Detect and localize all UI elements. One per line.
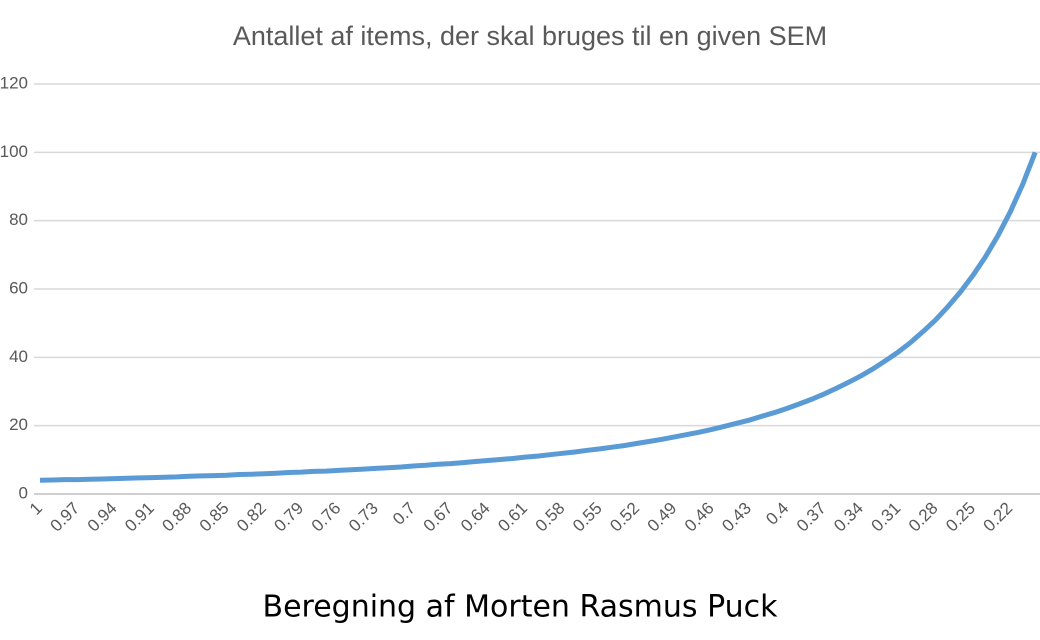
x-tick-label: 0.64 [457,499,494,536]
x-tick-label: 0.61 [494,499,531,536]
x-tick-label: 0.67 [420,499,457,536]
x-tick-label: 0.85 [196,499,233,536]
x-tick-label: 0.49 [644,499,681,536]
x-tick-label: 0.46 [681,499,718,536]
chart-title: Antallet af items, der skal bruges til e… [233,21,827,51]
x-tick-label: 0.22 [979,499,1016,536]
y-tick-label: 120 [0,73,28,92]
y-tick-label: 40 [9,347,28,366]
x-tick-label: 0.34 [830,499,867,536]
x-tick-label: 0.43 [718,499,755,536]
x-tick-label: 0.31 [868,499,905,536]
x-tick-label: 0.82 [233,499,270,536]
x-tick-label: 0.76 [308,499,345,536]
y-tick-label: 100 [0,142,28,161]
y-tick-label: 20 [9,415,28,434]
x-tick-label: 0.88 [158,499,195,536]
x-tick-label: 0.58 [532,499,569,536]
x-tick-label: 0.4 [762,499,792,529]
x-tick-label: 0.97 [46,499,83,536]
x-tick-label: 0.91 [121,499,158,536]
x-tick-label: 0.73 [345,499,382,536]
x-tick-label: 1 [26,499,46,519]
y-tick-label: 80 [9,210,28,229]
x-tick-label: 0.25 [942,499,979,536]
x-tick-label: 0.94 [84,499,121,536]
x-tick-label: 0.79 [270,499,307,536]
x-tick-label: 0.7 [389,499,419,529]
caption: Beregning af Morten Rasmus Puck [262,590,778,625]
y-tick-label: 0 [19,483,28,502]
x-tick-label: 0.28 [905,499,942,536]
x-tick-label: 0.37 [793,499,830,536]
line [39,151,1038,483]
x-tick-label: 0.52 [606,499,643,536]
x-tick-label: 0.55 [569,499,606,536]
y-tick-label: 60 [9,278,28,297]
